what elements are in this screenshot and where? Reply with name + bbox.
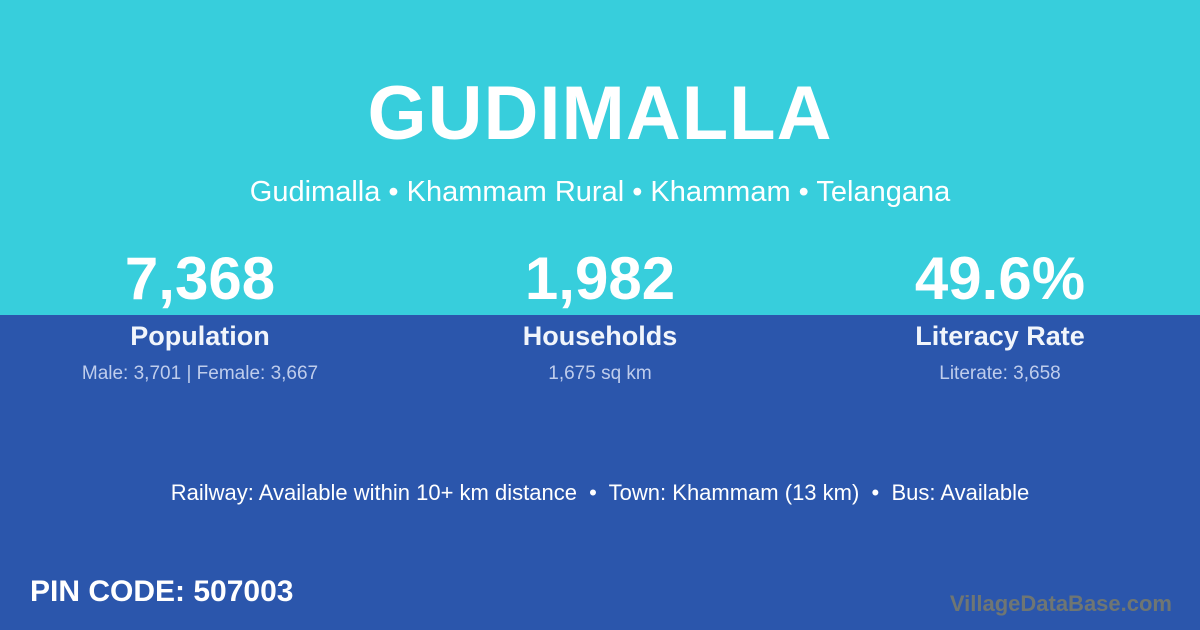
literacy-stat: Literacy Rate Literate: 3,658 bbox=[800, 320, 1200, 388]
literacy-rate-label: Literacy Rate bbox=[915, 321, 1085, 351]
transport-availability-line: Railway: Available within 10+ km distanc… bbox=[170, 479, 1030, 505]
details-section: Population Male: 3,701 | Female: 3,667 H… bbox=[0, 315, 1200, 630]
stat-values-row: 7,368 1,982 49.6% bbox=[0, 243, 1200, 315]
literacy-rate-value: 49.6% bbox=[914, 245, 1086, 312]
households-value: 1,982 bbox=[524, 245, 676, 312]
population-stat: Population Male: 3,701 | Female: 3,667 bbox=[0, 320, 400, 388]
population-value: 7,368 bbox=[124, 245, 276, 312]
households-detail: 1,675 sq km bbox=[548, 363, 652, 385]
households-label: Households bbox=[522, 321, 678, 351]
households-stat: Households 1,675 sq km bbox=[400, 320, 800, 388]
literacy-rate-detail: Literate: 3,658 bbox=[939, 363, 1061, 385]
stat-labels-row: Population Male: 3,701 | Female: 3,667 H… bbox=[0, 315, 1200, 388]
page-title: GUDIMALLA bbox=[367, 71, 833, 156]
population-label: Population bbox=[130, 321, 270, 351]
population-detail: Male: 3,701 | Female: 3,667 bbox=[81, 363, 319, 385]
pin-code: PIN CODE: 507003 bbox=[30, 575, 294, 608]
hero-section: GUDIMALLA Gudimalla • Khammam Rural • Kh… bbox=[0, 0, 1200, 315]
site-watermark: VillageDataBase.com bbox=[949, 591, 1172, 616]
breadcrumb: Gudimalla • Khammam Rural • Khammam • Te… bbox=[249, 176, 951, 208]
